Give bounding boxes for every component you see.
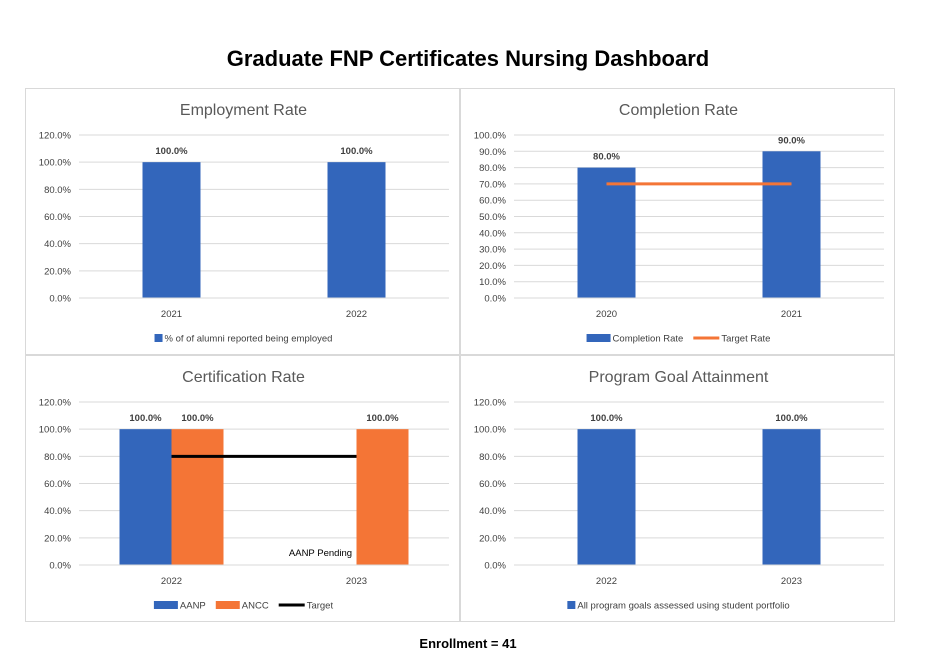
chart-title: Employment Rate	[180, 102, 307, 119]
x-tick-label: 2022	[346, 309, 367, 320]
enrollment-count: Enrollment = 41	[419, 636, 517, 651]
bar-completion-rate	[577, 167, 636, 298]
chart-svg: Certification Rate 0.0% 20.0% 40.0% 60.0% 80.…	[39, 369, 449, 612]
legend-label: % of of alumni reported being employed	[165, 334, 333, 345]
y-tick-label: 120.0%	[39, 131, 72, 142]
completion-rate-chart: Completion Rate 0.0% 10.0% 20.0% 30.0% 40.0% 5…	[460, 88, 895, 355]
data-label: 100.0%	[366, 413, 399, 424]
y-tick-label: 40.0%	[479, 228, 506, 239]
y-tick-label: 60.0%	[44, 479, 71, 490]
y-tick-label: 100.0%	[39, 158, 72, 169]
x-tick-label: 2022	[161, 576, 182, 587]
y-tick-label: 60.0%	[44, 212, 71, 223]
legend-swatch	[154, 334, 163, 342]
y-tick-label: 80.0%	[44, 185, 71, 196]
y-tick-label: 0.0%	[484, 294, 506, 305]
y-tick-label: 50.0%	[479, 212, 506, 223]
y-tick-label: 0.0%	[49, 561, 71, 572]
data-label: 100.0%	[340, 146, 373, 157]
bar-ancc	[171, 429, 224, 565]
legend: All program goals assessed using student…	[567, 601, 790, 612]
y-tick-label: 80.0%	[44, 452, 71, 463]
legend-label: All program goals assessed using student…	[577, 601, 789, 612]
y-tick-label: 30.0%	[479, 245, 506, 256]
legend-label: Target Rate	[721, 334, 770, 345]
legend: AANP ANCC Target	[153, 601, 334, 612]
y-tick-label: 20.0%	[44, 266, 71, 277]
x-tick-label: 2021	[781, 309, 802, 320]
chart-svg: Completion Rate 0.0% 10.0% 20.0% 30.0% 40.0% 5…	[474, 102, 884, 345]
data-label: 100.0%	[590, 413, 623, 424]
bar-aanp	[119, 429, 172, 565]
y-tick-label: 20.0%	[479, 261, 506, 272]
legend-swatch	[153, 601, 178, 609]
legend-label: AANP	[180, 601, 206, 612]
annotation-label: AANP Pending	[289, 548, 352, 559]
employment-rate-chart: Employment Rate 0.0% 20.0% 40.0% 60.0% 80.0% 1…	[25, 88, 460, 355]
program-goal-attainment-chart: Program Goal Attainment 0.0% 20.0% 40.0% 60.…	[460, 355, 895, 622]
x-tick-label: 2023	[781, 576, 802, 587]
y-tick-label: 100.0%	[474, 131, 507, 142]
chart-svg: Employment Rate 0.0% 20.0% 40.0% 60.0% 80.0% 1…	[39, 102, 449, 345]
legend-label: ANCC	[242, 601, 269, 612]
y-tick-label: 100.0%	[39, 425, 72, 436]
x-tick-label: 2020	[596, 309, 617, 320]
y-tick-label: 0.0%	[484, 561, 506, 572]
chart-title: Completion Rate	[619, 102, 738, 119]
y-tick-label: 40.0%	[44, 239, 71, 250]
data-label: 100.0%	[155, 146, 188, 157]
y-tick-label: 80.0%	[479, 163, 506, 174]
legend: Completion Rate Target Rate	[586, 334, 770, 345]
bar-all-program-goals-assessed-usi	[762, 429, 821, 565]
legend-label: Completion Rate	[613, 334, 684, 345]
y-tick-label: 100.0%	[474, 425, 507, 436]
legend-swatch	[567, 601, 576, 609]
y-tick-label: 80.0%	[479, 452, 506, 463]
y-tick-label: 0.0%	[49, 294, 71, 305]
y-tick-label: 60.0%	[479, 479, 506, 490]
bar-completion-rate	[762, 151, 821, 298]
data-label: 80.0%	[593, 152, 620, 163]
y-tick-label: 90.0%	[479, 147, 506, 158]
legend: % of of alumni reported being employed	[154, 334, 333, 345]
data-label: 100.0%	[129, 413, 162, 424]
y-tick-label: 120.0%	[474, 398, 507, 409]
bar-ancc	[356, 429, 409, 565]
chart-svg: Program Goal Attainment 0.0% 20.0% 40.0% 60.…	[474, 369, 884, 612]
chart-title: Program Goal Attainment	[589, 369, 769, 386]
data-label: 100.0%	[775, 413, 808, 424]
data-label: 100.0%	[181, 413, 214, 424]
x-tick-label: 2022	[596, 576, 617, 587]
x-tick-label: 2023	[346, 576, 367, 587]
certification-rate-chart: Certification Rate 0.0% 20.0% 40.0% 60.0% 80.…	[25, 355, 460, 622]
bar--of-of-alumni-reported-being-e	[327, 162, 386, 298]
legend-swatch	[586, 334, 611, 342]
dashboard-title: Graduate FNP Certificates Nursing Dashbo…	[226, 46, 710, 71]
bar-all-program-goals-assessed-usi	[577, 429, 636, 565]
bar--of-of-alumni-reported-being-e	[142, 162, 201, 298]
legend-swatch	[215, 601, 240, 609]
y-tick-label: 70.0%	[479, 179, 506, 190]
x-tick-label: 2021	[161, 309, 182, 320]
y-tick-label: 60.0%	[479, 196, 506, 207]
chart-title: Certification Rate	[182, 369, 305, 386]
y-tick-label: 40.0%	[44, 506, 71, 517]
y-tick-label: 20.0%	[479, 533, 506, 544]
y-tick-label: 20.0%	[44, 533, 71, 544]
data-label: 90.0%	[778, 135, 805, 146]
legend-label: Target	[307, 601, 334, 612]
y-tick-label: 120.0%	[39, 398, 72, 409]
y-tick-label: 40.0%	[479, 506, 506, 517]
y-tick-label: 10.0%	[479, 277, 506, 288]
